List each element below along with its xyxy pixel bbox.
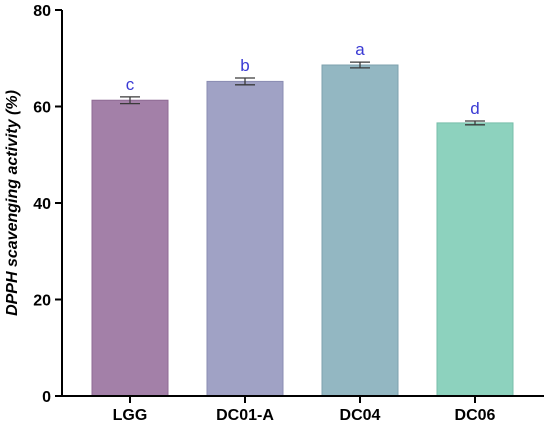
error-bars-layer (120, 61, 485, 126)
error-bar-dc01-a (235, 77, 255, 86)
y-tick-label: 60 (33, 100, 51, 117)
x-tick-label-dc01-a: DC01-A (216, 407, 274, 424)
error-bar-dc04 (350, 61, 370, 69)
bar-lgg (91, 99, 169, 397)
significance-labels-layer: c b a d (126, 40, 480, 118)
significance-label-dc01-a: b (240, 56, 249, 75)
bar-dc06 (436, 122, 514, 397)
y-axis-title: DPPH scavenging activity (%) (4, 90, 21, 316)
x-ticks-layer: LGG DC01-A DC04 DC06 (113, 396, 496, 424)
x-tick-label-dc04: DC04 (340, 407, 381, 424)
y-ticks-layer: 0 20 40 60 80 (33, 3, 62, 406)
x-tick-label-lgg: LGG (113, 407, 148, 424)
x-tick-label-dc06: DC06 (455, 407, 496, 424)
y-tick-label: 80 (33, 3, 51, 20)
bars-layer (91, 64, 514, 397)
error-bar-dc06 (465, 120, 485, 126)
bar-dc01-a (206, 80, 284, 397)
significance-label-lgg: c (126, 75, 135, 94)
error-bar-lgg (120, 96, 140, 105)
y-tick-label: 20 (33, 293, 51, 310)
y-tick-label: 40 (33, 196, 51, 213)
y-tick-label: 0 (42, 389, 51, 406)
significance-label-dc04: a (355, 40, 365, 59)
bar-dc04 (321, 64, 399, 397)
significance-label-dc06: d (470, 99, 479, 118)
